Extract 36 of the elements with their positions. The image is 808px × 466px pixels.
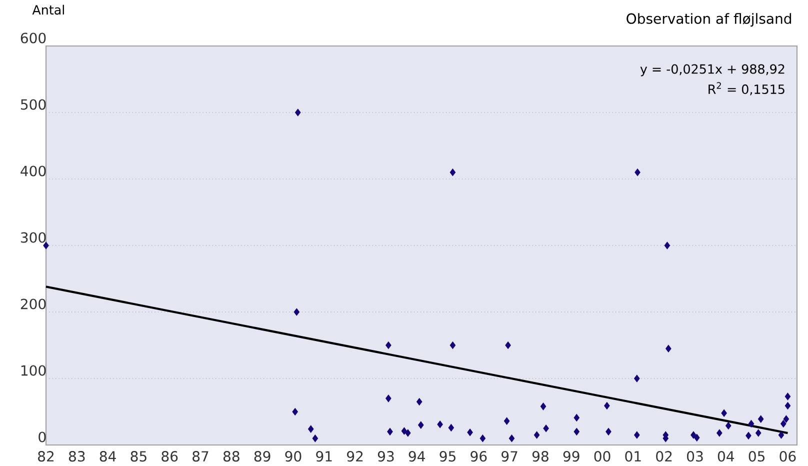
x-tick-label: 82 [38, 450, 54, 462]
x-tick-label: 87 [192, 450, 208, 462]
x-tick-label: 90 [285, 450, 302, 462]
y-tick-label: 0 [38, 432, 46, 442]
x-tick-label: 89 [254, 450, 270, 462]
x-tick-label: 97 [502, 450, 518, 462]
annotation: R$^{2}$ = 0,1515 [708, 82, 784, 96]
x-tick-label: 98 [532, 450, 548, 462]
y-axis-title: Antal [32, 4, 64, 15]
x-tick-label: 84 [100, 450, 116, 462]
x-tick-label: 05 [748, 450, 764, 462]
x-tick-label: 99 [563, 450, 580, 462]
y-tick-label: 500 [20, 99, 46, 110]
x-tick-label: 94 [408, 450, 425, 462]
x-tick-label: 91 [316, 450, 332, 462]
x-tick-label: 92 [347, 450, 363, 462]
x-tick-label: 01 [625, 450, 641, 462]
x-tick-label: 02 [656, 450, 672, 462]
x-tick-label: 88 [223, 450, 240, 462]
x-tick-label: 06 [780, 450, 796, 462]
chart-title: Observation af fløjlsand [626, 13, 792, 27]
y-tick-label: 600 [20, 32, 46, 44]
y-tick-label: 200 [20, 298, 46, 310]
x-tick-label: 04 [718, 450, 734, 462]
annotation: y = -0,0251x + 988,92 [640, 64, 784, 76]
x-tick-label: 93 [378, 450, 394, 462]
y-tick-label: 100 [21, 365, 46, 376]
x-tick-label: 95 [440, 450, 456, 462]
x-tick-label: 86 [162, 450, 178, 462]
y-tick-label: 400 [20, 166, 46, 176]
x-tick-label: 96 [470, 450, 487, 462]
x-tick-label: 00 [594, 450, 610, 462]
x-tick-label: 03 [687, 450, 703, 462]
x-tick-label: 83 [68, 450, 85, 462]
x-tick-label: 85 [130, 450, 146, 462]
y-tick-label: 300 [20, 232, 46, 243]
